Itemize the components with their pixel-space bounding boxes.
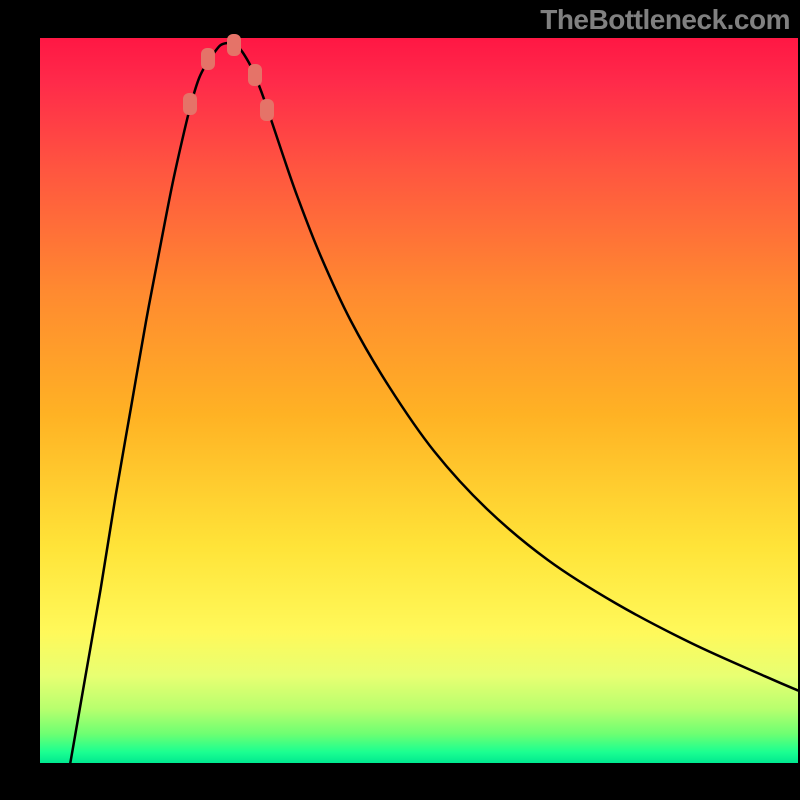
curve-marker <box>260 99 274 121</box>
bottleneck-curve <box>40 38 798 763</box>
curve-marker <box>227 34 241 56</box>
plot-area <box>40 38 798 763</box>
chart-container: TheBottleneck.com <box>0 0 800 800</box>
curve-marker <box>201 48 215 70</box>
curve-path <box>70 43 798 763</box>
curve-marker <box>183 93 197 115</box>
watermark-text: TheBottleneck.com <box>540 0 800 36</box>
curve-marker <box>248 64 262 86</box>
